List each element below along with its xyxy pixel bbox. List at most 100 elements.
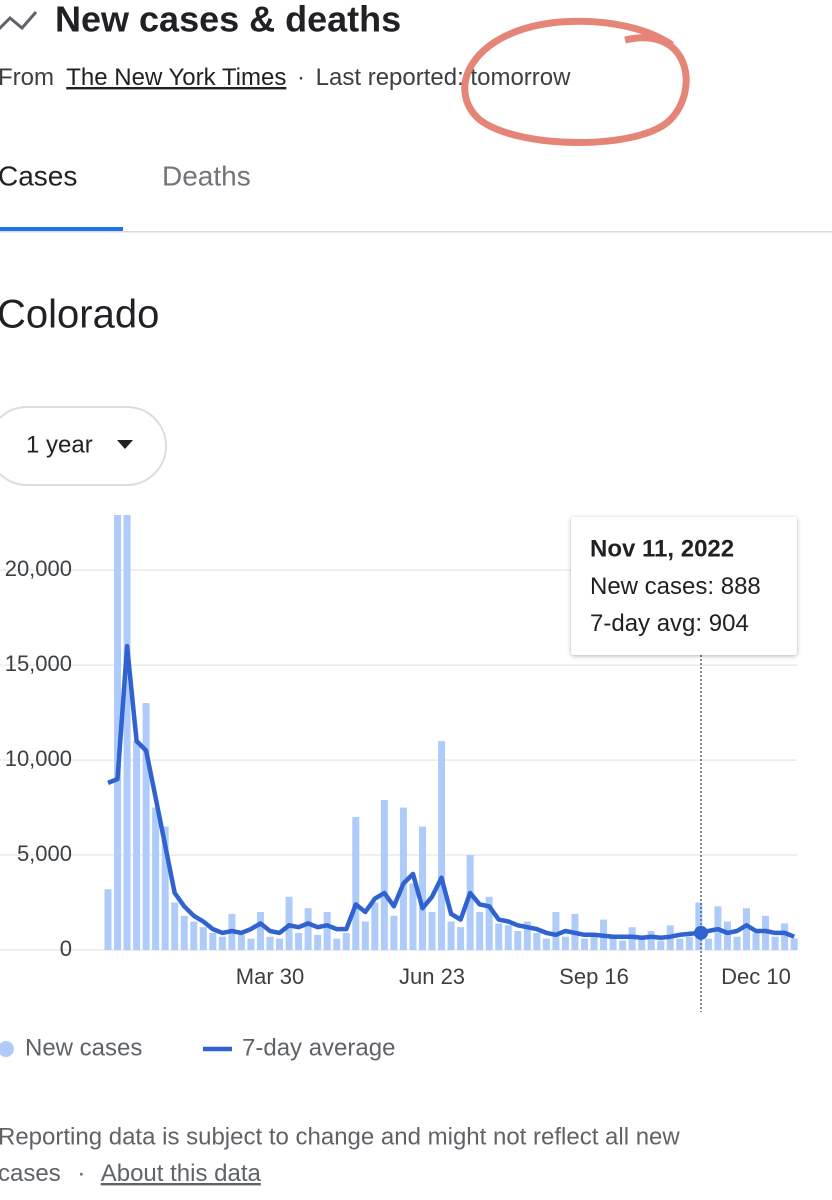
bar: [781, 923, 789, 950]
bar: [495, 923, 503, 950]
legend-swatch: [0, 1041, 14, 1057]
range-dropdown[interactable]: [0, 406, 167, 486]
tab-indicator: [0, 227, 123, 231]
y-tick-label: 10,000: [5, 746, 72, 771]
bar: [323, 912, 331, 950]
separator: ·: [77, 1160, 85, 1187]
annotation-circle: [461, 17, 690, 146]
bar: [581, 938, 588, 950]
title: New cases & deaths: [55, 0, 401, 40]
bar: [647, 931, 655, 950]
bar: [333, 938, 341, 950]
bar: [342, 932, 350, 950]
bar: [209, 932, 217, 950]
bar: [104, 889, 112, 950]
bar: [466, 855, 474, 950]
tab-deaths[interactable]: Deaths: [162, 160, 251, 191]
last-reported: Last reported: tomorrow: [316, 64, 571, 91]
footer-note-1: Reporting data is subject to change and …: [0, 1123, 680, 1150]
bar: [256, 912, 264, 950]
bar: [476, 912, 484, 950]
bar: [418, 826, 426, 950]
bar: [428, 912, 436, 950]
footer-note-2: cases · About this data: [0, 1160, 261, 1187]
bar: [542, 938, 550, 950]
bar: [619, 940, 627, 950]
bar: [485, 896, 493, 950]
bar: [676, 938, 684, 950]
x-tick-label: Sep 16: [559, 964, 629, 989]
chart: 0 5,000 10,000 15,000 20,000 Mar 30 Jun 23 Sep …: [0, 515, 798, 1061]
bar: [380, 799, 388, 950]
bar: [561, 936, 569, 950]
bar: [371, 902, 379, 950]
y-tick-label: 5,000: [17, 841, 72, 866]
bar: [142, 703, 150, 950]
bar: [276, 938, 284, 950]
bar: [771, 936, 779, 950]
bar: [657, 940, 665, 950]
y-tick-label: 15,000: [5, 651, 72, 676]
bar: [352, 817, 360, 950]
bar: [304, 908, 312, 950]
bar: [552, 912, 560, 950]
tooltip-value: 904: [709, 610, 749, 637]
bar: [523, 921, 531, 950]
bar: [390, 915, 398, 950]
y-tick-label: 0: [60, 936, 72, 961]
tab-cases[interactable]: Cases: [0, 160, 77, 191]
bar: [638, 938, 646, 950]
x-tick-label: Jun 23: [399, 964, 465, 989]
bar: [514, 931, 522, 950]
bar: [447, 921, 455, 950]
bar: [199, 927, 207, 950]
tooltip-colon: :: [707, 573, 720, 600]
tooltip-line: 7-day avg: 904: [590, 610, 749, 637]
bar: [295, 932, 303, 950]
bar: [457, 927, 465, 950]
bar: [180, 915, 188, 950]
bar: [152, 807, 160, 950]
tooltip-colon: :: [695, 610, 708, 637]
about-link[interactable]: About this data: [101, 1160, 262, 1187]
bar: [190, 921, 198, 950]
source-link[interactable]: The New York Times: [66, 64, 286, 91]
x-tick-label: Mar 30: [236, 964, 304, 989]
bar: [723, 921, 731, 950]
source-prefix: From: [0, 64, 54, 91]
bar: [237, 934, 245, 950]
tooltip-label: 7-day avg: [590, 610, 695, 637]
source-line: From The New York Times · Last reported:…: [0, 64, 571, 91]
bar: [247, 938, 255, 950]
region: Colorado: [0, 293, 159, 337]
tooltip-box: [571, 517, 797, 655]
tooltip-line: New cases: 888: [590, 573, 761, 600]
tooltip-value: 888: [721, 573, 761, 600]
bar: [114, 515, 122, 950]
bar: [438, 741, 446, 950]
bar: [133, 741, 141, 950]
bar: [314, 934, 322, 950]
bar: [790, 938, 798, 950]
bar: [533, 932, 541, 950]
tooltip-label: New cases: [590, 573, 707, 600]
bar: [266, 936, 274, 950]
tooltip-date: Nov 11, 2022: [590, 535, 734, 562]
bar: [399, 807, 407, 950]
trend-icon: [0, 11, 38, 31]
bar: [218, 936, 226, 950]
footer-note-wrap: cases: [0, 1160, 61, 1187]
average-line: [107, 643, 796, 940]
bar: [504, 925, 512, 950]
bar: [171, 902, 179, 950]
legend-label: 7-day average: [242, 1034, 395, 1061]
divider: [0, 231, 832, 233]
bar: [685, 936, 693, 950]
bar: [743, 908, 751, 950]
bar: [361, 921, 369, 950]
legend-label: New cases: [25, 1034, 142, 1061]
bar: [733, 936, 741, 950]
x-tick-label: Dec 10: [721, 964, 791, 989]
